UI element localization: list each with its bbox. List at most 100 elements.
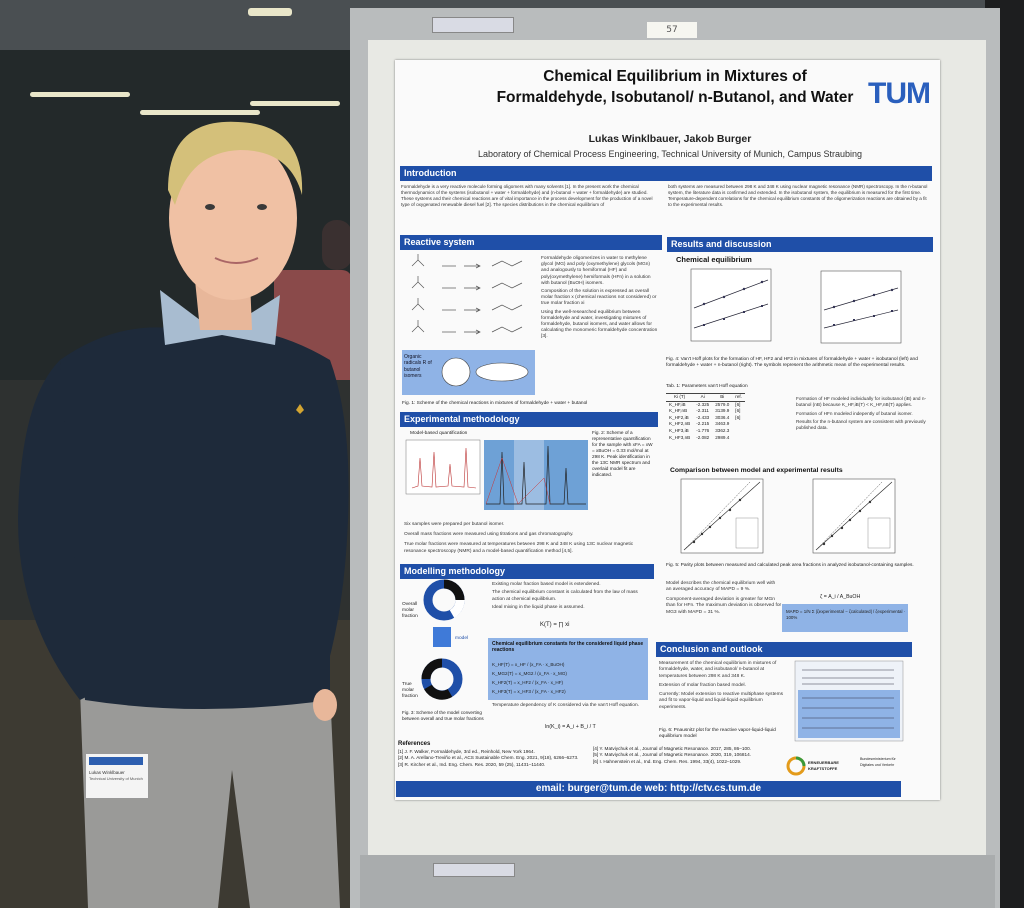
name-badge-header (89, 757, 143, 765)
comparison-bullet: Model describes the chemical equilibrium… (666, 581, 776, 593)
comparison-bullets: Model describes the chemical equilibrium… (666, 581, 782, 616)
section-results-discussion: Results and discussion (667, 237, 933, 252)
reference-item: [2] M. A. Arellano-Treviño et al., ACS S… (398, 755, 579, 761)
reference-item: [6] I. Hahnenstein et al., Ind. Eng. Che… (593, 758, 742, 764)
equilibrium-formula: K_MG2(T) = x_MG2 / (x_FA · x_MG) (492, 671, 567, 676)
table-cell: K_HF2,nB (669, 421, 691, 427)
table-header: Ai (693, 393, 713, 402)
table-bullet: Results for the n-butanol system are con… (796, 418, 926, 431)
fig3-caption: Fig. 3: Scheme of the model converting b… (402, 710, 484, 721)
table-cell: K_HF3,nB (669, 434, 691, 440)
ceiling-light (140, 110, 260, 115)
experimental-bullet: Six samples were prepared per butanol is… (404, 522, 505, 527)
table-cell (732, 428, 745, 435)
table-header: ref. (732, 393, 745, 402)
true-molar-fraction-donut (421, 658, 463, 700)
reference-item: [1] J. F. Walker, Formaldehyde, 3rd ed.,… (398, 749, 535, 754)
poster-title: Chemical Equilibrium in Mixtures of Form… (470, 66, 880, 108)
sponsor-logo-icon (786, 756, 806, 776)
mapd-formula: MAPD = 1/N Σ |ζexperimental − ζcalculate… (786, 609, 906, 620)
equilibrium-formula: K_HF(T) = x_HF / (x_FA · x_BuOH) (492, 662, 565, 667)
experimental-bullet: Overall mass fractions were measured usi… (404, 532, 574, 537)
tum-logo: TUM (868, 77, 931, 110)
conclusion-bullet: Extension of molar fraction based model. (659, 682, 746, 688)
fig2-caption: Fig. 2: Scheme of a representative quant… (592, 430, 653, 477)
easel-label (433, 863, 515, 877)
conclusion-bullet: Measurement of the chemical equilibrium … (659, 661, 777, 679)
table-cell: 2579.0 (715, 401, 730, 407)
presenter-person (18, 121, 349, 908)
fig6-caption: Fig. 6: Pnausnitz plot for the reactive … (659, 728, 776, 739)
table-row: K_HF2,iB -2.433 3036.4 [6] (666, 415, 745, 422)
sponsor-erneuerbare-kraftstoffe: ERNEUERBARE KRAFTSTOFFE (808, 760, 839, 771)
conclusion-bullet: Currently: Model extension to reactive m… (659, 692, 783, 710)
poster-title-line2: Formaldehyde, Isobutanol/ n-Butanol, and… (496, 89, 854, 106)
table-cell: K_HF,iB (669, 401, 686, 407)
table-cell: 2989.4 (715, 434, 730, 440)
table-header: Bi (712, 393, 733, 402)
ceiling-light (248, 8, 292, 16)
modelling-bullets: Existing molar fraction based model is e… (492, 582, 650, 612)
phase-equilibrium-scheme (794, 660, 904, 742)
nmr-spectrum-figure (405, 439, 588, 510)
table-cell: -2.311 (696, 408, 709, 414)
table-cell: [6] (735, 408, 741, 414)
table-cell: -2.325 (696, 401, 710, 407)
equilibrium-box-formulas: K_HF(T) = x_HF / (x_FA · x_BuOH) K_MG2(T… (492, 660, 646, 696)
true-molar-fraction-label: True molar fraction (402, 682, 418, 699)
butanol-radical-structures (441, 357, 529, 387)
vant-hoff-parameter-table: Ki (T) Ai Bi ref. K_HF,iB -2.325 2579.0 [6]… (666, 393, 745, 441)
table-cell: 3463.9 (715, 421, 730, 427)
section-reactive-system: Reactive system (400, 235, 662, 250)
intro-text-left: Formaldehyde is a very reactive molecule… (401, 184, 653, 207)
fig5-caption: Fig. 5: Parity plots between measured an… (666, 563, 914, 568)
experimental-bullets: Six samples were prepared per butanol is… (404, 521, 656, 555)
modelling-bullet: Existing molar fraction based model is e… (492, 582, 601, 587)
modelling-bullet: Ideal mixing in the liquid phase is assu… (492, 605, 585, 611)
table-bullet: Formation of HF modeled individually for… (796, 396, 927, 408)
model-arrow (433, 627, 451, 647)
model-based-quantification-label: Model-based quantification (410, 431, 468, 436)
table-cell: -2.082 (696, 434, 710, 440)
comparison-heading: Comparison between model and experimenta… (670, 467, 843, 474)
references-right: [4] Y. Matviychuk et al., Journal of Mag… (593, 746, 783, 765)
ceiling-light (30, 92, 130, 97)
table-cell: -2.215 (696, 421, 710, 427)
vant-hoff-plot-isobutanol (690, 268, 772, 342)
overall-molar-fraction-label: Overall molar fraction (402, 602, 418, 619)
reactive-bullet: Formaldehyde oligomerizes in water to me… (541, 256, 651, 286)
model-arrow-label: model (455, 636, 469, 641)
zeta-formula: ζ = A_i / A_BuOH (820, 594, 861, 600)
table-cell: K_HF3,iB (669, 427, 689, 433)
references-left: [1] J. F. Walker, Formaldehyde, 3rd ed.,… (398, 749, 588, 768)
intro-text-right: both systems are measured between 298 K … (668, 184, 928, 207)
equilibrium-constants-box (488, 638, 648, 700)
parity-plot-left (680, 478, 764, 554)
table-bullet: Formation of HFn modeled indepently of b… (796, 410, 913, 416)
organic-radicals-label: Organic radicals R of butanol isomers (404, 354, 432, 380)
conclusion-bullets: Measurement of the chemical equilibrium … (659, 661, 791, 711)
table-cell: K_HF2,iB (669, 414, 689, 420)
chemical-equilibrium-heading: Chemical equilibrium (676, 255, 752, 264)
background-person-head (322, 220, 352, 270)
temperature-dependency-text: Temperature dependency of K considered v… (492, 703, 639, 708)
board-number-note: 57 (647, 22, 697, 38)
table-cell: K_HF,nB (669, 408, 688, 414)
mapd-formula-box (782, 604, 908, 632)
vant-hoff-plot-nbutanol (820, 270, 902, 344)
table-header: Ki (T) (666, 393, 694, 402)
reactive-bullets: Formaldehyde oligomerizes in water to me… (541, 256, 658, 341)
name-badge-name: Lukas Winklbauer (89, 770, 125, 775)
poster-affiliation: Laboratory of Chemical Process Engineeri… (477, 149, 863, 159)
poster-authors: Lukas Winklbauer, Jakob Burger (588, 133, 752, 145)
ceiling-light (250, 101, 340, 106)
reactive-bullet: Composition of the solution is expressed… (541, 289, 657, 307)
section-introduction: Introduction (400, 166, 932, 181)
tab1-caption: Tab. 1: Parameters van't Hoff equation (666, 384, 748, 389)
table-cell (732, 421, 745, 428)
overall-molar-fraction-donut (423, 579, 465, 621)
table-cell: 3139.9 (715, 408, 730, 414)
k-formula: K(T) = ∏ xi (540, 622, 570, 628)
equilibrium-box-title: Chemical equilibrium constants for the c… (492, 641, 644, 653)
section-modelling-methodology: Modelling methodology (400, 564, 654, 579)
